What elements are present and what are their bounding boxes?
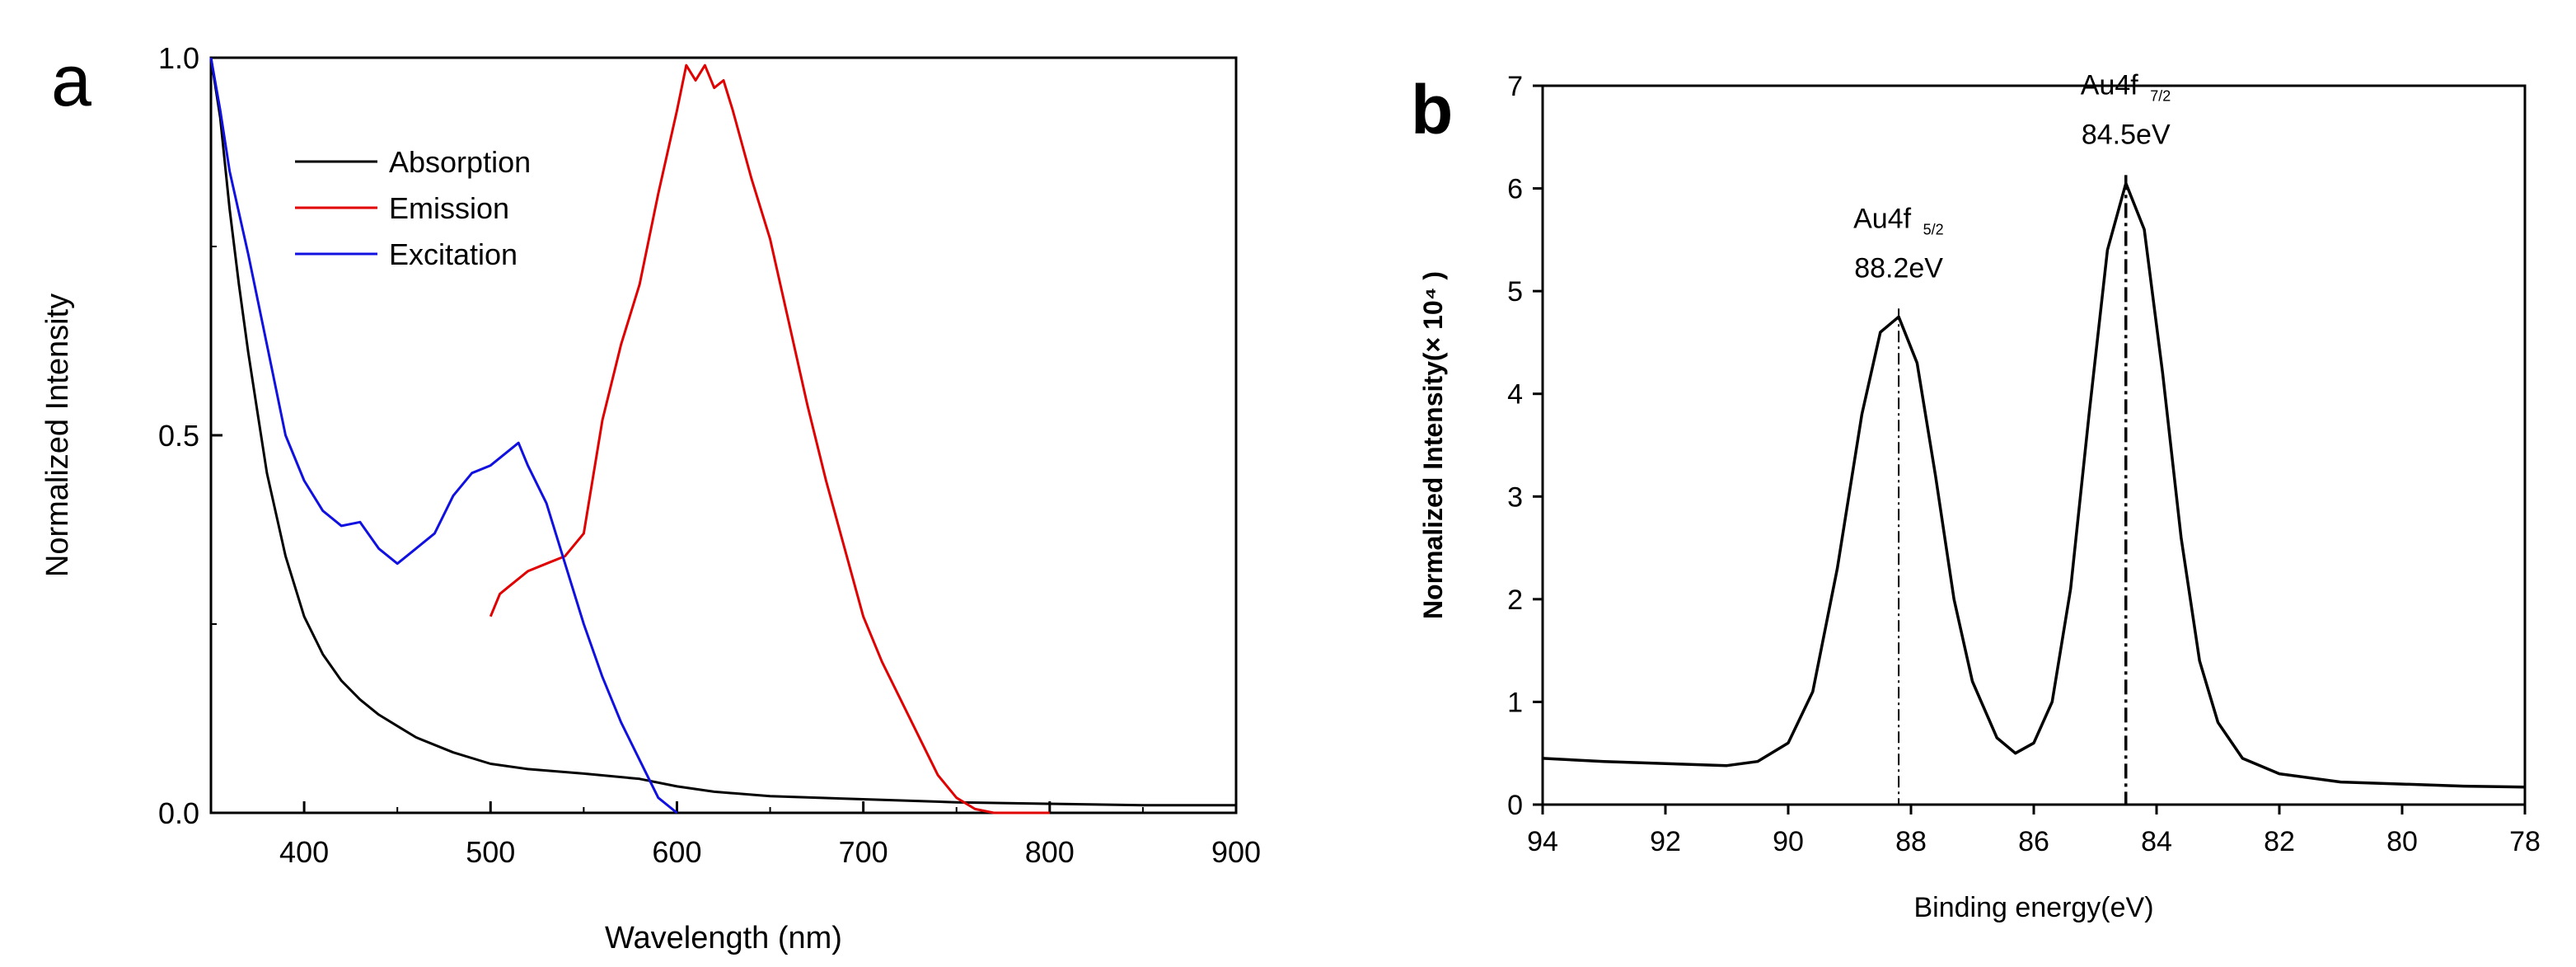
panel-a-label: a [51,40,91,121]
panel-b-x-tick-label: 86 [2018,826,2049,857]
legend-label-emission: Emission [389,191,509,225]
peak-label-subscript: 5/2 [1923,221,1944,237]
panel-b-x-tick-label: 84 [2141,826,2172,857]
panel-b-y-tick-label: 2 [1507,584,1523,616]
panel-b-y-tick-label: 0 [1507,790,1523,821]
peak-value-label: 84.5eV [2082,119,2171,150]
panel-b-y-tick-label: 1 [1507,687,1523,718]
series-line-absorption [209,57,1236,807]
panel-a-plot-frame [209,56,1238,814]
panel-b-x-tick-label: 92 [1650,826,1681,857]
panel-b-x-tick-label: 80 [2386,826,2418,857]
legend-label-absorption: Absorption [389,145,531,179]
panel-a-series [209,57,1236,814]
panel-a-legend: Absorption Emission Excitation [295,145,531,271]
peak-label: Au4f [1853,203,1911,234]
panel-b-x-axis-label: Binding energy(eV) [1913,892,2153,923]
panel-a-y-axis-label: Normalized Intensity [40,293,75,577]
panel-b-series [1542,181,2526,789]
panel-b-y-tick-label: 5 [1507,276,1523,307]
panel-a-x-tick-label: 700 [839,835,888,869]
panel-b-x-tick-label: 90 [1773,826,1804,857]
panel-a-y-tick-label: 0.5 [158,419,199,453]
series-line-excitation [209,57,678,814]
panel-b-label: b [1411,71,1453,148]
peak-label-subscript: 7/2 [2150,87,2171,104]
panel-b-peak-annotations: Au4f 5/2 88.2eV Au4f 7/2 84.5eV [1853,69,2171,805]
series-line-emission [489,63,1050,814]
panel-b-axes: 94 92 90 88 86 84 82 80 78 0 1 2 3 4 5 6 7 [1507,71,2541,857]
peak-label: Au4f [2081,69,2138,101]
panel-b-y-tick-label: 6 [1507,174,1523,205]
panel-a: a 400 500 600 700 800 900 0.0 0.5 1.0 Absorption… [40,40,1261,955]
panel-b-y-tick-label: 4 [1507,379,1523,411]
panel-b-y-tick-label: 7 [1507,71,1523,102]
panel-b-y-tick-label: 3 [1507,481,1523,513]
panel-b-x-tick-label: 88 [1895,826,1927,857]
panel-b-plot-frame [1541,84,2527,806]
panel-b-x-tick-label: 78 [2509,826,2541,857]
panel-b-y-axis-label: Normalized Intensity(× 10⁴ ) [1418,271,1448,619]
panel-a-y-tick-label: 1.0 [158,41,199,75]
peak-value-label: 88.2eV [1854,252,1943,284]
panel-a-x-tick-label: 600 [652,835,701,869]
panel-a-x-axis-label: Wavelength (nm) [605,921,842,955]
panel-a-axes: 400 500 600 700 800 900 0.0 0.5 1.0 [158,41,1261,869]
panel-a-x-tick-label: 500 [466,835,515,869]
series-line-xps [1542,181,2526,789]
panel-b: b 94 92 90 88 86 84 82 80 78 0 1 2 3 4 5 6 7 Au4f 5/2 88.2… [1411,69,2541,923]
panel-b-x-tick-label: 82 [2264,826,2295,857]
panel-a-x-tick-label: 400 [279,835,329,869]
panel-a-x-tick-label: 900 [1211,835,1261,869]
panel-a-x-tick-label: 800 [1025,835,1075,869]
panel-a-y-tick-label: 0.0 [158,796,199,830]
panel-b-x-tick-label: 94 [1527,826,1558,857]
legend-label-excitation: Excitation [389,237,518,271]
